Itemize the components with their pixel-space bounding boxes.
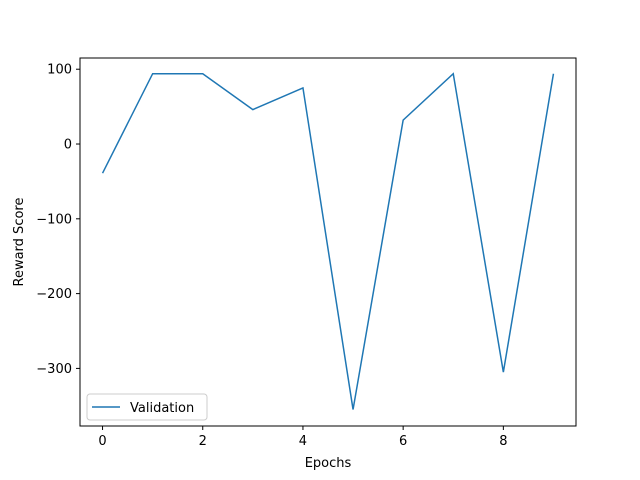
x-tick-label: 0 bbox=[98, 434, 106, 449]
legend-label-validation: Validation bbox=[130, 401, 194, 416]
y-tick-label: 100 bbox=[47, 63, 72, 78]
y-tick-label: −300 bbox=[36, 362, 72, 377]
plot-frame bbox=[79, 57, 577, 427]
legend: Validation bbox=[86, 393, 208, 421]
y-axis-ticks: 100 0 −100 −200 −300 bbox=[36, 63, 80, 377]
x-tick-label: 8 bbox=[499, 434, 507, 449]
series-layer bbox=[101, 72, 555, 410]
x-tick-label: 2 bbox=[199, 434, 207, 449]
x-axis-ticks: 0 2 4 6 8 bbox=[98, 426, 507, 449]
series-line-validation bbox=[101, 72, 555, 410]
y-tick-label: 0 bbox=[64, 138, 72, 153]
legend-box bbox=[86, 393, 208, 421]
x-tick-label: 4 bbox=[299, 434, 307, 449]
y-tick-label: −100 bbox=[36, 212, 72, 227]
x-axis-label: Epochs bbox=[305, 456, 352, 471]
x-tick-label: 6 bbox=[399, 434, 407, 449]
y-axis-label: Reward Score bbox=[12, 198, 27, 287]
y-tick-label: −200 bbox=[36, 287, 72, 302]
